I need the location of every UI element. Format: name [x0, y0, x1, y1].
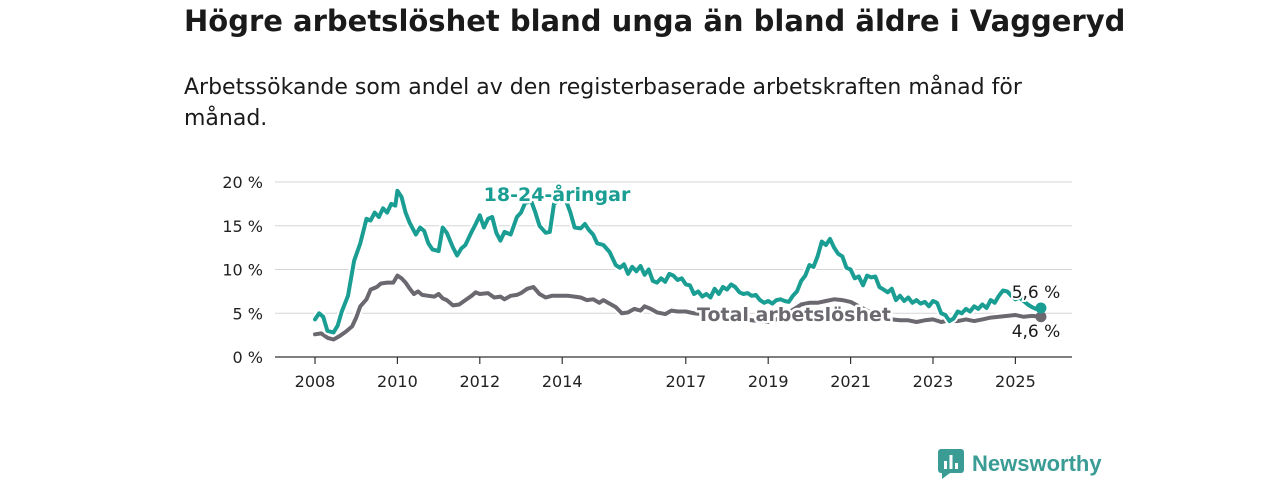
x-tick-label: 2012	[459, 372, 500, 391]
y-tick-label: 0 %	[233, 348, 263, 367]
x-tick-label: 2019	[748, 372, 789, 391]
total-series-label: Total arbetslöshet	[697, 304, 891, 326]
brand-logo: Newsworthy	[938, 449, 1102, 479]
chart-title: Högre arbetslöshet bland unga än bland ä…	[184, 4, 1126, 38]
y-tick-label: 20 %	[222, 173, 263, 192]
x-tick-label: 2021	[830, 372, 871, 391]
youth-end-point	[1035, 302, 1047, 314]
y-axis-ticks: 0 % 5 % 10 % 15 % 20 %	[222, 173, 263, 367]
youth-series-label: 18-24-åringar	[484, 182, 631, 206]
chart-subtitle: Arbetssökande som andel av den registerb…	[184, 75, 1022, 131]
series-lines	[311, 186, 1047, 344]
youth-end-value: 5,6 %	[1012, 283, 1061, 303]
total-line	[313, 273, 1043, 342]
x-axis: 2008 2010 2012 2014 2017 2019 2021 2023 2025	[275, 356, 1072, 391]
x-tick-label: 2008	[295, 372, 336, 391]
youth-line	[313, 188, 1043, 335]
x-tick-label: 2017	[665, 372, 706, 391]
total-end-value: 4,6 %	[1012, 322, 1061, 342]
brand-name: Newsworthy	[972, 451, 1102, 476]
y-tick-label: 15 %	[222, 217, 263, 236]
series-labels: 18-24-åringar Total arbetslöshet 5,6 % 4,6 …	[481, 180, 1062, 345]
x-tick-label: 2023	[913, 372, 954, 391]
newsworthy-logo-icon	[938, 449, 964, 479]
x-tick-label: 2014	[542, 372, 583, 391]
x-tick-label: 2010	[377, 372, 418, 391]
y-tick-label: 5 %	[233, 304, 263, 323]
y-tick-label: 10 %	[222, 261, 263, 280]
x-tick-label: 2025	[995, 372, 1036, 391]
total-end-point	[1035, 311, 1047, 323]
